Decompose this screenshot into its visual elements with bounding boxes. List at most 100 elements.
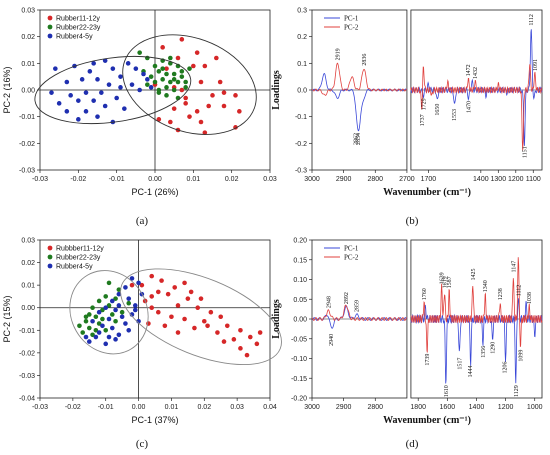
plot-frame [39, 239, 271, 399]
data-point-Rubbber11-12y [198, 296, 204, 301]
data-point-Rubber4-5y [148, 85, 154, 90]
peak-label: 1112 [516, 285, 522, 297]
data-point-Rubber11-12y [221, 90, 227, 95]
data-point-Rubber11-12y [179, 37, 185, 42]
peak-label: 1650 [435, 104, 441, 116]
data-point-Rubber4-5y [90, 318, 95, 324]
data-point-Rubber4-5y [123, 321, 128, 326]
panel-label-d: (d) [406, 438, 419, 450]
loading-line-PC-1 [311, 305, 408, 329]
y-tick-label: 0.01 [21, 283, 35, 290]
x-tick-label: 1100 [526, 176, 541, 183]
peak-label: 1737 [420, 114, 426, 126]
data-point-Rubbber11-12y [247, 334, 253, 340]
data-point-Rubber11-12y [183, 95, 188, 101]
data-point-Rubber22-23y [168, 55, 173, 61]
data-point-Rubber11-12y [214, 55, 219, 61]
data-point-Rubber11-12y [198, 119, 204, 125]
data-point-Rubber22-23y [93, 327, 99, 333]
data-point-Rubber4-5y [129, 312, 135, 317]
data-point-Rubber22-23y [77, 323, 82, 329]
data-point-Rubber22-23y [100, 307, 105, 313]
y-tick-label: -0.03 [19, 168, 35, 175]
data-point-Rubber4-5y [113, 307, 118, 313]
data-point-Rubber4-5y [96, 330, 102, 335]
legend-marker-Rubbber11-12y [47, 245, 53, 251]
x-tick-label: -0.03 [32, 176, 48, 183]
data-point-Rubber22-23y [119, 309, 125, 315]
peak-label: 1099 [518, 350, 524, 362]
y-tick-label: 0.02 [21, 34, 35, 41]
data-point-Rubber22-23y [100, 316, 105, 322]
x-tick-label: -0.01 [98, 404, 114, 411]
data-point-Rubbber11-12y [129, 282, 135, 288]
x-axis-label: Wavenumber (cm⁻¹) [383, 187, 471, 198]
x-tick-label: 3000 [304, 404, 320, 411]
y-tick-label: 0.1 [297, 61, 307, 68]
data-point-Rubber4-5y [125, 61, 131, 66]
legend-label: Rubber22-23y [56, 25, 101, 32]
data-point-Rubber4-5y [126, 296, 132, 301]
data-point-Rubber22-23y [171, 77, 177, 82]
data-point-Rubber11-12y [164, 66, 169, 71]
data-point-Rubbber11-12y [192, 325, 197, 331]
legend-label: PC-1 [344, 245, 359, 253]
data-point-Rubber4-5y [103, 305, 109, 311]
x-tick-label: 2800 [367, 176, 383, 183]
data-point-Rubber22-23y [160, 66, 165, 71]
data-point-Rubber4-5y [53, 66, 58, 71]
y-tick-label: -0.01 [19, 114, 35, 121]
data-point-Rubbber11-12y [218, 314, 224, 320]
y-tick-label: -0.04 [19, 396, 35, 403]
loading-line-PC-2 [311, 62, 408, 96]
data-point-Rubber22-23y [106, 280, 112, 286]
x-tick-label: 0.00 [132, 404, 146, 411]
x-tick-label: 2800 [367, 404, 383, 411]
peak-label: 1553 [452, 109, 458, 121]
data-point-Rubber4-5y [68, 93, 73, 98]
data-point-Rubber22-23y [160, 77, 165, 82]
legend-label: PC-2 [344, 24, 359, 32]
data-point-Rubber4-5y [123, 285, 128, 290]
data-point-Rubber22-23y [80, 330, 86, 335]
y-tick-label: 0.05 [293, 297, 307, 304]
x-tick-label: 0.01 [165, 404, 179, 411]
loading-line-PC-1 [311, 73, 408, 132]
y-tick-label: -0.10 [291, 356, 307, 363]
data-point-Rubbber11-12y [182, 316, 187, 322]
data-point-Rubber4-5y [113, 337, 118, 342]
peak-label: 1587 [447, 276, 453, 288]
data-point-Rubber4-5y [76, 98, 81, 103]
peak-label: 1038 [527, 292, 533, 304]
y-tick-label: -0.03 [19, 373, 35, 380]
panel-label-a: (a) [136, 215, 149, 227]
x-tick-label: 1800 [410, 404, 426, 411]
loadings-plot-b [309, 9, 543, 173]
legend-marker-Rubber22-23y [47, 254, 53, 260]
y-tick-label: 0.03 [21, 238, 35, 245]
data-point-Rubber11-12y [237, 109, 242, 114]
legend-marker-Rubber4-5y [47, 263, 53, 269]
data-point-Rubbber11-12y [238, 327, 243, 333]
data-point-Rubber22-23y [103, 294, 109, 299]
peak-label: 2948 [326, 296, 332, 308]
peak-label: 1639 [440, 272, 446, 284]
scatter-plot-a [34, 9, 271, 173]
y-tick-label: 0.01 [21, 61, 35, 68]
peak-label: 1129 [514, 385, 520, 397]
legend-label: Rubber11-12y [56, 16, 100, 23]
loading-line-PC-1 [410, 298, 543, 384]
data-point-Rubber22-23y [187, 66, 192, 71]
loading-line-PC-2 [311, 304, 408, 321]
x-tick-label: 0.00 [148, 176, 162, 183]
x-tick-label: 2900 [336, 404, 352, 411]
data-point-Rubbber11-12y [165, 291, 171, 297]
loadings-plot-d [309, 239, 543, 401]
data-point-Rubber22-23y [83, 318, 89, 324]
data-point-Rubber22-23y [152, 79, 158, 85]
data-point-Rubber22-23y [171, 87, 177, 93]
data-point-Rubbber11-12y [162, 323, 168, 329]
data-point-Rubbber11-12y [185, 296, 191, 301]
data-point-Rubber22-23y [113, 318, 118, 324]
data-point-Rubber4-5y [129, 82, 135, 87]
